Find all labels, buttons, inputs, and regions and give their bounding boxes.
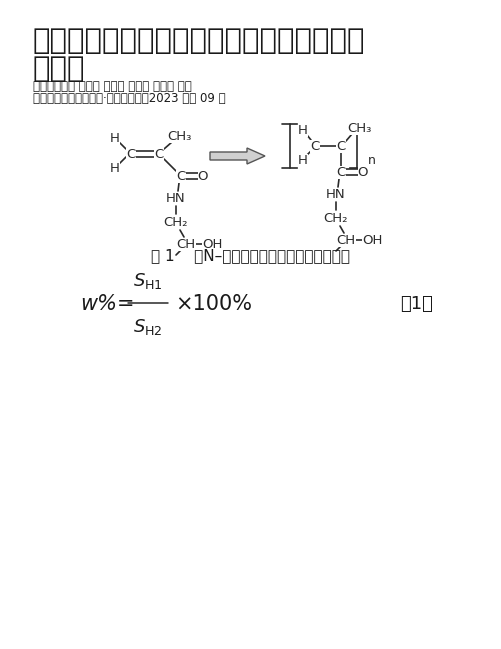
Text: $\mathit{S}_{\rm H1}$: $\mathit{S}_{\rm H1}$ xyxy=(133,271,162,291)
Text: （1）: （1） xyxy=(399,295,432,313)
Text: $\mathit{S}_{\rm H2}$: $\mathit{S}_{\rm H2}$ xyxy=(133,317,162,337)
Text: 用探索: 用探索 xyxy=(33,55,85,83)
Text: H: H xyxy=(298,123,307,136)
Text: H: H xyxy=(110,162,120,175)
Text: OH: OH xyxy=(201,238,222,251)
Text: C: C xyxy=(336,165,345,178)
Text: C: C xyxy=(336,140,345,153)
Text: CH₃: CH₃ xyxy=(166,130,191,143)
Text: C: C xyxy=(310,140,319,153)
Text: HN: HN xyxy=(326,188,345,201)
Text: 核磁共振波谱仪在化学专业实验教学中的应: 核磁共振波谱仪在化学专业实验教学中的应 xyxy=(33,27,365,55)
Text: 作者：马泊信 许卫兵 郭帼秀 李贵翠 蒲址梅 年芳: 作者：马泊信 许卫兵 郭帼秀 李贵翠 蒲址梅 年芳 xyxy=(33,80,191,93)
Text: O: O xyxy=(197,169,208,182)
Text: H: H xyxy=(110,132,120,145)
Text: CH₂: CH₂ xyxy=(163,215,188,228)
Text: C: C xyxy=(154,147,163,160)
Polygon shape xyxy=(209,148,265,164)
Text: CH: CH xyxy=(336,234,355,247)
Text: CH₃: CH₃ xyxy=(346,121,370,134)
Text: CH₂: CH₂ xyxy=(323,212,348,225)
Text: 来源：《赤峰学院学报·自然科学版》2023 年第 09 期: 来源：《赤峰学院学报·自然科学版》2023 年第 09 期 xyxy=(33,92,225,105)
Text: ×100%: ×100% xyxy=(175,294,252,314)
Text: HN: HN xyxy=(166,191,185,204)
Text: CH: CH xyxy=(176,238,195,251)
Text: OH: OH xyxy=(361,234,381,247)
Text: H: H xyxy=(298,154,307,167)
Text: C: C xyxy=(126,147,135,160)
Text: C: C xyxy=(176,169,185,182)
Text: O: O xyxy=(357,165,368,178)
Text: 图 1    （N–羟丙基）甲基丙烯酰胺聚合过程: 图 1 （N–羟丙基）甲基丙烯酰胺聚合过程 xyxy=(151,249,350,263)
Text: n: n xyxy=(367,154,375,167)
Text: w%=: w%= xyxy=(80,294,134,314)
